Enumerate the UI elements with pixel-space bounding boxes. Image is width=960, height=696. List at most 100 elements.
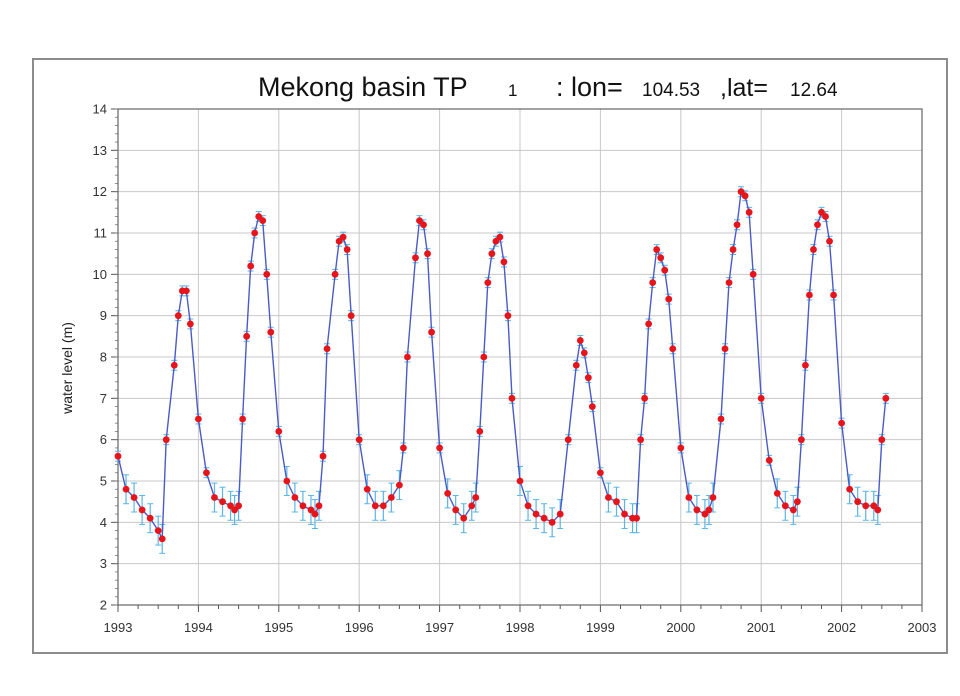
data-point bbox=[331, 270, 339, 278]
title-lat-value: 12.64 bbox=[790, 80, 838, 101]
data-point bbox=[633, 514, 640, 522]
data-point bbox=[444, 490, 452, 497]
axes: 1993 1994 1995 1996 1997 1998 1999 2000 2001 2002… bbox=[93, 102, 937, 636]
data-point bbox=[436, 444, 443, 452]
data-point bbox=[532, 510, 540, 518]
x-tick-label: 1997 bbox=[425, 620, 454, 635]
y-tick-label: 5 bbox=[100, 474, 107, 489]
y-tick-label: 4 bbox=[100, 515, 107, 530]
data-point bbox=[379, 502, 387, 510]
data-point bbox=[757, 394, 765, 402]
data-point bbox=[572, 361, 580, 369]
data-point bbox=[263, 270, 271, 278]
data-point bbox=[311, 510, 319, 518]
y-tick-label: 3 bbox=[100, 556, 107, 571]
data-point bbox=[540, 514, 548, 522]
data-point bbox=[645, 320, 653, 328]
data-point bbox=[315, 502, 323, 510]
data-point bbox=[154, 527, 162, 534]
data-point bbox=[597, 469, 604, 477]
data-point bbox=[657, 254, 665, 262]
x-tick-label: 1994 bbox=[184, 620, 213, 635]
data-point bbox=[725, 279, 733, 286]
data-point bbox=[428, 328, 435, 336]
data-point bbox=[114, 452, 122, 460]
data-point bbox=[247, 262, 255, 270]
data-point bbox=[400, 444, 407, 452]
title-index: 1 bbox=[508, 81, 517, 100]
data-point bbox=[516, 477, 524, 485]
data-point bbox=[548, 518, 556, 526]
data-point bbox=[733, 221, 741, 229]
y-tick-label: 8 bbox=[100, 350, 107, 365]
data-point bbox=[717, 415, 725, 423]
series-markers bbox=[114, 188, 890, 543]
data-point bbox=[339, 233, 347, 241]
data-point bbox=[814, 221, 821, 229]
data-point bbox=[347, 312, 355, 320]
data-point bbox=[882, 394, 890, 402]
data-point bbox=[251, 229, 259, 237]
y-axis-label: water level (m) bbox=[59, 322, 75, 415]
data-point bbox=[745, 208, 753, 216]
grid bbox=[117, 108, 923, 606]
data-point bbox=[649, 279, 657, 286]
data-point bbox=[211, 494, 218, 501]
data-point bbox=[810, 246, 817, 253]
data-point bbox=[299, 502, 307, 510]
data-point bbox=[158, 535, 166, 543]
data-point bbox=[146, 514, 154, 522]
data-point bbox=[371, 502, 379, 510]
data-point bbox=[355, 436, 363, 444]
data-point bbox=[138, 506, 146, 514]
data-point bbox=[283, 477, 291, 485]
data-point bbox=[789, 506, 797, 514]
data-point bbox=[275, 428, 283, 435]
data-point bbox=[830, 291, 837, 299]
data-point bbox=[343, 246, 351, 253]
data-point bbox=[781, 502, 789, 510]
data-point bbox=[661, 266, 669, 274]
x-tick-label: 1993 bbox=[104, 620, 133, 635]
data-point bbox=[677, 444, 685, 452]
data-point bbox=[472, 494, 480, 501]
data-point bbox=[195, 415, 202, 423]
data-point bbox=[705, 506, 713, 514]
data-point bbox=[665, 295, 673, 303]
data-point bbox=[412, 254, 419, 262]
data-point bbox=[496, 233, 504, 241]
data-point bbox=[239, 415, 247, 423]
data-point bbox=[452, 506, 460, 514]
title-lon-label: : lon= bbox=[556, 72, 623, 102]
data-point bbox=[798, 436, 805, 444]
y-tick-label: 9 bbox=[100, 308, 107, 323]
data-point bbox=[802, 361, 809, 369]
y-tick-label: 12 bbox=[93, 184, 107, 199]
data-point bbox=[130, 494, 138, 501]
data-point bbox=[323, 345, 331, 353]
x-tick-label: 2002 bbox=[827, 620, 856, 635]
data-point bbox=[243, 332, 251, 340]
data-point bbox=[822, 213, 829, 220]
data-point bbox=[162, 436, 170, 444]
data-point bbox=[862, 502, 870, 510]
title-prefix: Mekong basin TP bbox=[258, 72, 468, 102]
chart-title: Mekong basin TP 1 : lon= 104.53 ,lat= 12… bbox=[258, 72, 838, 102]
x-tick-label: 2003 bbox=[908, 620, 937, 635]
y-tick-label: 7 bbox=[100, 391, 107, 406]
data-point bbox=[504, 312, 512, 320]
data-point bbox=[846, 485, 854, 493]
data-point bbox=[484, 279, 492, 286]
data-point bbox=[235, 502, 243, 510]
data-point bbox=[404, 353, 411, 361]
plot-border bbox=[117, 108, 923, 606]
y-tick-label: 2 bbox=[100, 598, 107, 613]
data-point bbox=[219, 498, 226, 506]
x-tick-label: 1996 bbox=[345, 620, 374, 635]
x-tick-label: 2001 bbox=[747, 620, 776, 635]
data-point bbox=[267, 328, 275, 336]
data-point bbox=[838, 419, 845, 427]
data-point bbox=[488, 250, 496, 258]
data-point bbox=[669, 345, 677, 353]
